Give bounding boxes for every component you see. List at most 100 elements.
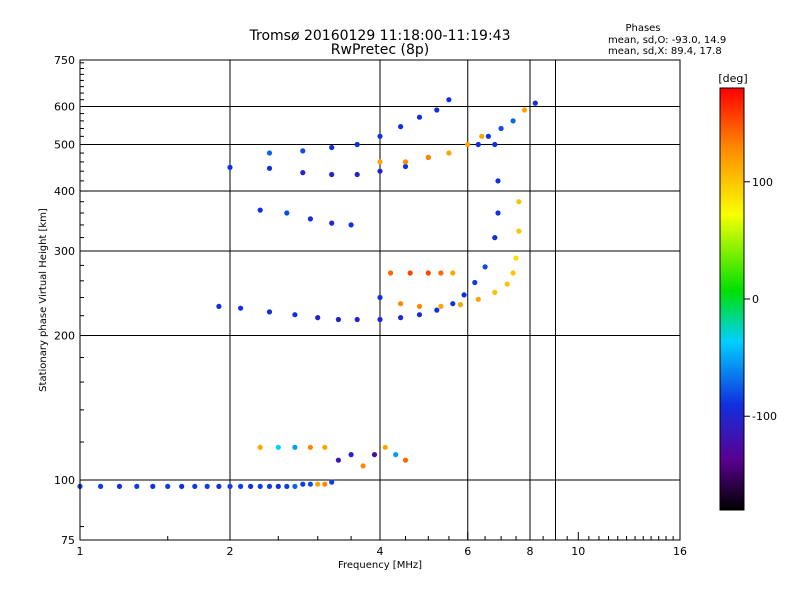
y-axis-label: Stationary phase Virtual Height [km] [38,208,49,392]
echo-point [322,481,328,487]
echo-point [275,483,281,489]
grid-lines [80,60,680,540]
echo-point [495,210,501,216]
echo-point [516,228,522,234]
colorbar-tick-label: 100 [752,176,773,189]
echo-point [284,483,290,489]
echo-point [216,483,222,489]
echo-point [238,305,244,311]
echo-point [329,144,335,151]
echo-point [329,220,335,226]
echo-point [192,483,198,489]
echo-point [416,114,423,120]
y-tick-label: 400 [54,185,75,198]
echo-point [266,309,273,315]
echo-point [393,452,399,458]
echo-point [521,107,528,113]
colorbar-tick-label: -100 [752,410,777,423]
echo-point [354,316,360,323]
phases-x-stats: mean, sd,X: 89.4, 17.8 [608,46,722,57]
echo-point [446,150,452,156]
x-tick-label: 16 [673,545,687,558]
echo-point [377,168,383,174]
echo-point [360,463,366,469]
echo-point [266,165,273,171]
echo-point [275,444,281,450]
echo-point [257,483,263,489]
echo-point [300,481,306,487]
echo-point [204,483,210,489]
colorbar-ticks: 100 0 -100 [744,176,777,423]
echo-point [398,124,404,130]
y-axis-ticks: 75 100 200 300 400 500 600 750 [54,54,88,547]
echo-point [266,150,273,156]
x-tick-label: 8 [527,545,534,558]
echo-point [382,444,388,450]
echo-point [371,452,378,458]
echo-point [438,270,444,276]
echo-point [485,133,491,139]
echo-point [388,270,394,276]
echo-point [329,479,335,485]
phase-colorbar [719,87,745,511]
echo-point [257,207,263,213]
echo-point [416,303,423,309]
echo-point [450,301,456,307]
echo-point [475,141,481,148]
echo-point [238,483,244,489]
echo-point [227,164,233,170]
echo-point [134,483,140,489]
echo-point [398,301,404,307]
y-tick-label: 100 [54,474,75,487]
echo-point [498,125,504,132]
x-tick-label: 1 [77,545,84,558]
echo-point [165,483,171,489]
echo-point [335,316,341,323]
echo-point [292,444,298,450]
echo-point [307,444,313,450]
echo-point [510,270,516,276]
echo-point [482,264,488,270]
echo-point [354,171,360,178]
echo-point [504,281,510,287]
echo-point [475,296,481,302]
x-tick-label: 4 [377,545,384,558]
colorbar-label: [deg] [718,72,747,85]
phases-heading: Phases [625,23,660,34]
echo-point [492,141,498,148]
echo-point [257,444,263,450]
echo-point [402,163,409,170]
echo-point [416,312,423,318]
echo-point [434,307,440,313]
echo-point [266,483,273,489]
echo-point [354,141,360,148]
echo-point [510,118,516,124]
y-tick-label: 300 [54,245,75,258]
chart-subtitle: RwPretec (8p) [331,42,429,58]
echo-point [216,303,222,309]
x-tick-label: 2 [227,545,234,558]
echo-point [434,107,440,113]
echo-point [516,199,522,205]
echo-point [227,483,233,489]
echo-point [150,483,156,489]
echo-point [248,483,254,489]
echo-point [402,159,409,165]
echo-point [300,148,306,154]
x-tick-label: 6 [464,545,471,558]
x-axis-ticks: 1 2 4 6 8 10 16 [77,532,687,558]
echo-point [377,133,383,139]
echo-point [492,235,498,241]
echo-point [492,289,498,295]
echo-point [425,270,431,276]
x-tick-label: 10 [571,545,585,558]
echo-point [407,270,413,276]
echo-point [377,294,383,301]
echo-point [98,483,104,489]
echo-point [479,133,485,139]
echo-point [446,97,452,103]
echo-point [398,315,404,321]
echo-point [116,483,123,489]
echo-point [450,270,456,276]
